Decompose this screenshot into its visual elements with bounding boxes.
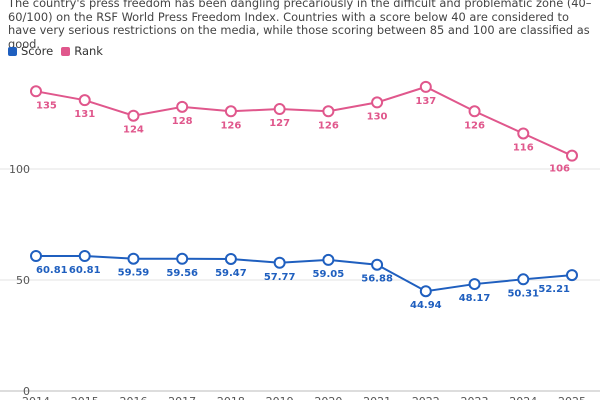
data-label-score-2023: 48.17 (459, 293, 491, 304)
point-rank-2018[interactable] (224, 105, 237, 118)
data-label-rank-2020: 126 (318, 120, 339, 131)
data-label-score-2017: 59.56 (166, 268, 198, 279)
point-rank-2019[interactable] (273, 103, 286, 116)
gridlines (0, 168, 600, 392)
point-score-2022[interactable] (419, 285, 432, 298)
data-label-score-2020: 59.05 (313, 269, 345, 280)
x-tick-2024: 2024 (509, 395, 537, 400)
point-score-2014[interactable] (30, 250, 42, 263)
data-label-score-2019: 57.77 (264, 272, 296, 283)
data-label-rank-2016: 124 (123, 125, 144, 136)
legend-label-score: Score (21, 44, 54, 58)
data-label-rank-2024: 116 (513, 142, 534, 153)
y-tick-100: 100 (9, 163, 30, 176)
x-tick-2016: 2016 (119, 395, 147, 400)
point-score-2019[interactable] (273, 256, 286, 269)
data-label-rank-2017: 128 (172, 116, 193, 127)
point-rank-2025[interactable] (566, 149, 578, 162)
data-label-score-2024: 50.31 (507, 288, 539, 299)
data-label-rank-2022: 137 (415, 96, 436, 107)
x-tick-2019: 2019 (266, 395, 294, 400)
point-score-2025[interactable] (566, 269, 578, 282)
point-score-2016[interactable] (127, 252, 140, 265)
point-rank-2021[interactable] (371, 96, 384, 109)
data-label-rank-2021: 130 (367, 111, 388, 122)
chart-subtitle: The country's press freedom has been dan… (8, 0, 592, 51)
legend-swatch-rank (61, 46, 71, 56)
point-rank-2017[interactable] (176, 100, 189, 113)
data-label-score-2025: 52.21 (538, 284, 570, 295)
point-rank-2022[interactable] (419, 80, 432, 93)
point-rank-2020[interactable] (322, 105, 335, 118)
x-tick-2022: 2022 (412, 395, 440, 400)
y-tick-0: 0 (23, 385, 30, 398)
legend-label-rank: Rank (74, 44, 103, 58)
x-tick-2017: 2017 (168, 395, 196, 400)
data-label-score-2016: 59.59 (118, 268, 150, 279)
x-tick-2020: 2020 (314, 395, 342, 400)
point-score-2015[interactable] (78, 250, 91, 263)
series-score: 60.81 60.81 59.59 59.56 59.47 57.77 59.05 56.88… (30, 250, 578, 311)
series-line-score (36, 255, 573, 293)
series-rank: 135 131 124 128 126 127 126 130 137 126 116 106 (30, 80, 578, 175)
x-tick-2021: 2021 (363, 395, 391, 400)
series-line-rank (35, 85, 573, 157)
data-label-rank-2015: 131 (74, 109, 95, 120)
data-label-score-2015: 60.81 (69, 265, 101, 276)
data-label-score-2014: 60.81 (36, 265, 68, 276)
data-label-score-2022: 44.94 (410, 300, 442, 311)
x-tick-2023: 2023 (461, 395, 489, 400)
point-rank-2016[interactable] (127, 109, 140, 122)
point-score-2020[interactable] (322, 253, 335, 266)
y-tick-50: 50 (16, 274, 30, 287)
data-label-rank-2018: 126 (220, 120, 241, 131)
data-label-score-2018: 59.47 (215, 268, 247, 279)
point-rank-2015[interactable] (78, 94, 91, 107)
data-label-rank-2019: 127 (269, 118, 290, 129)
x-tick-2018: 2018 (217, 395, 245, 400)
point-rank-2014[interactable] (30, 85, 42, 98)
data-label-rank-2023: 126 (464, 120, 485, 131)
data-label-score-2021: 56.88 (361, 274, 393, 285)
point-score-2023[interactable] (468, 278, 481, 291)
point-score-2017[interactable] (176, 252, 189, 265)
series-layer: 60.81 60.81 59.59 59.56 59.47 57.77 59.05 56.88… (30, 80, 578, 311)
x-axis-ticks: 2014 2015 2016 2017 2018 2019 2020 2021 2022 2023… (22, 395, 586, 400)
data-label-rank-2025: 106 (549, 164, 570, 175)
point-score-2024[interactable] (517, 273, 530, 286)
legend-swatch-score (8, 46, 17, 56)
data-label-rank-2014: 135 (36, 100, 57, 111)
point-score-2021[interactable] (371, 258, 384, 271)
point-rank-2024[interactable] (517, 127, 530, 140)
legend-item-rank[interactable]: Rank (61, 44, 103, 58)
legend-item-score[interactable]: Score (8, 44, 53, 58)
y-axis-ticks: 0 50 100 (9, 163, 30, 398)
x-tick-2025: 2025 (558, 395, 586, 400)
x-tick-2015: 2015 (71, 395, 99, 400)
legend: Score Rank (8, 44, 111, 58)
x-tick-2014: 2014 (22, 395, 50, 400)
point-rank-2023[interactable] (468, 105, 481, 118)
point-score-2018[interactable] (224, 252, 237, 265)
